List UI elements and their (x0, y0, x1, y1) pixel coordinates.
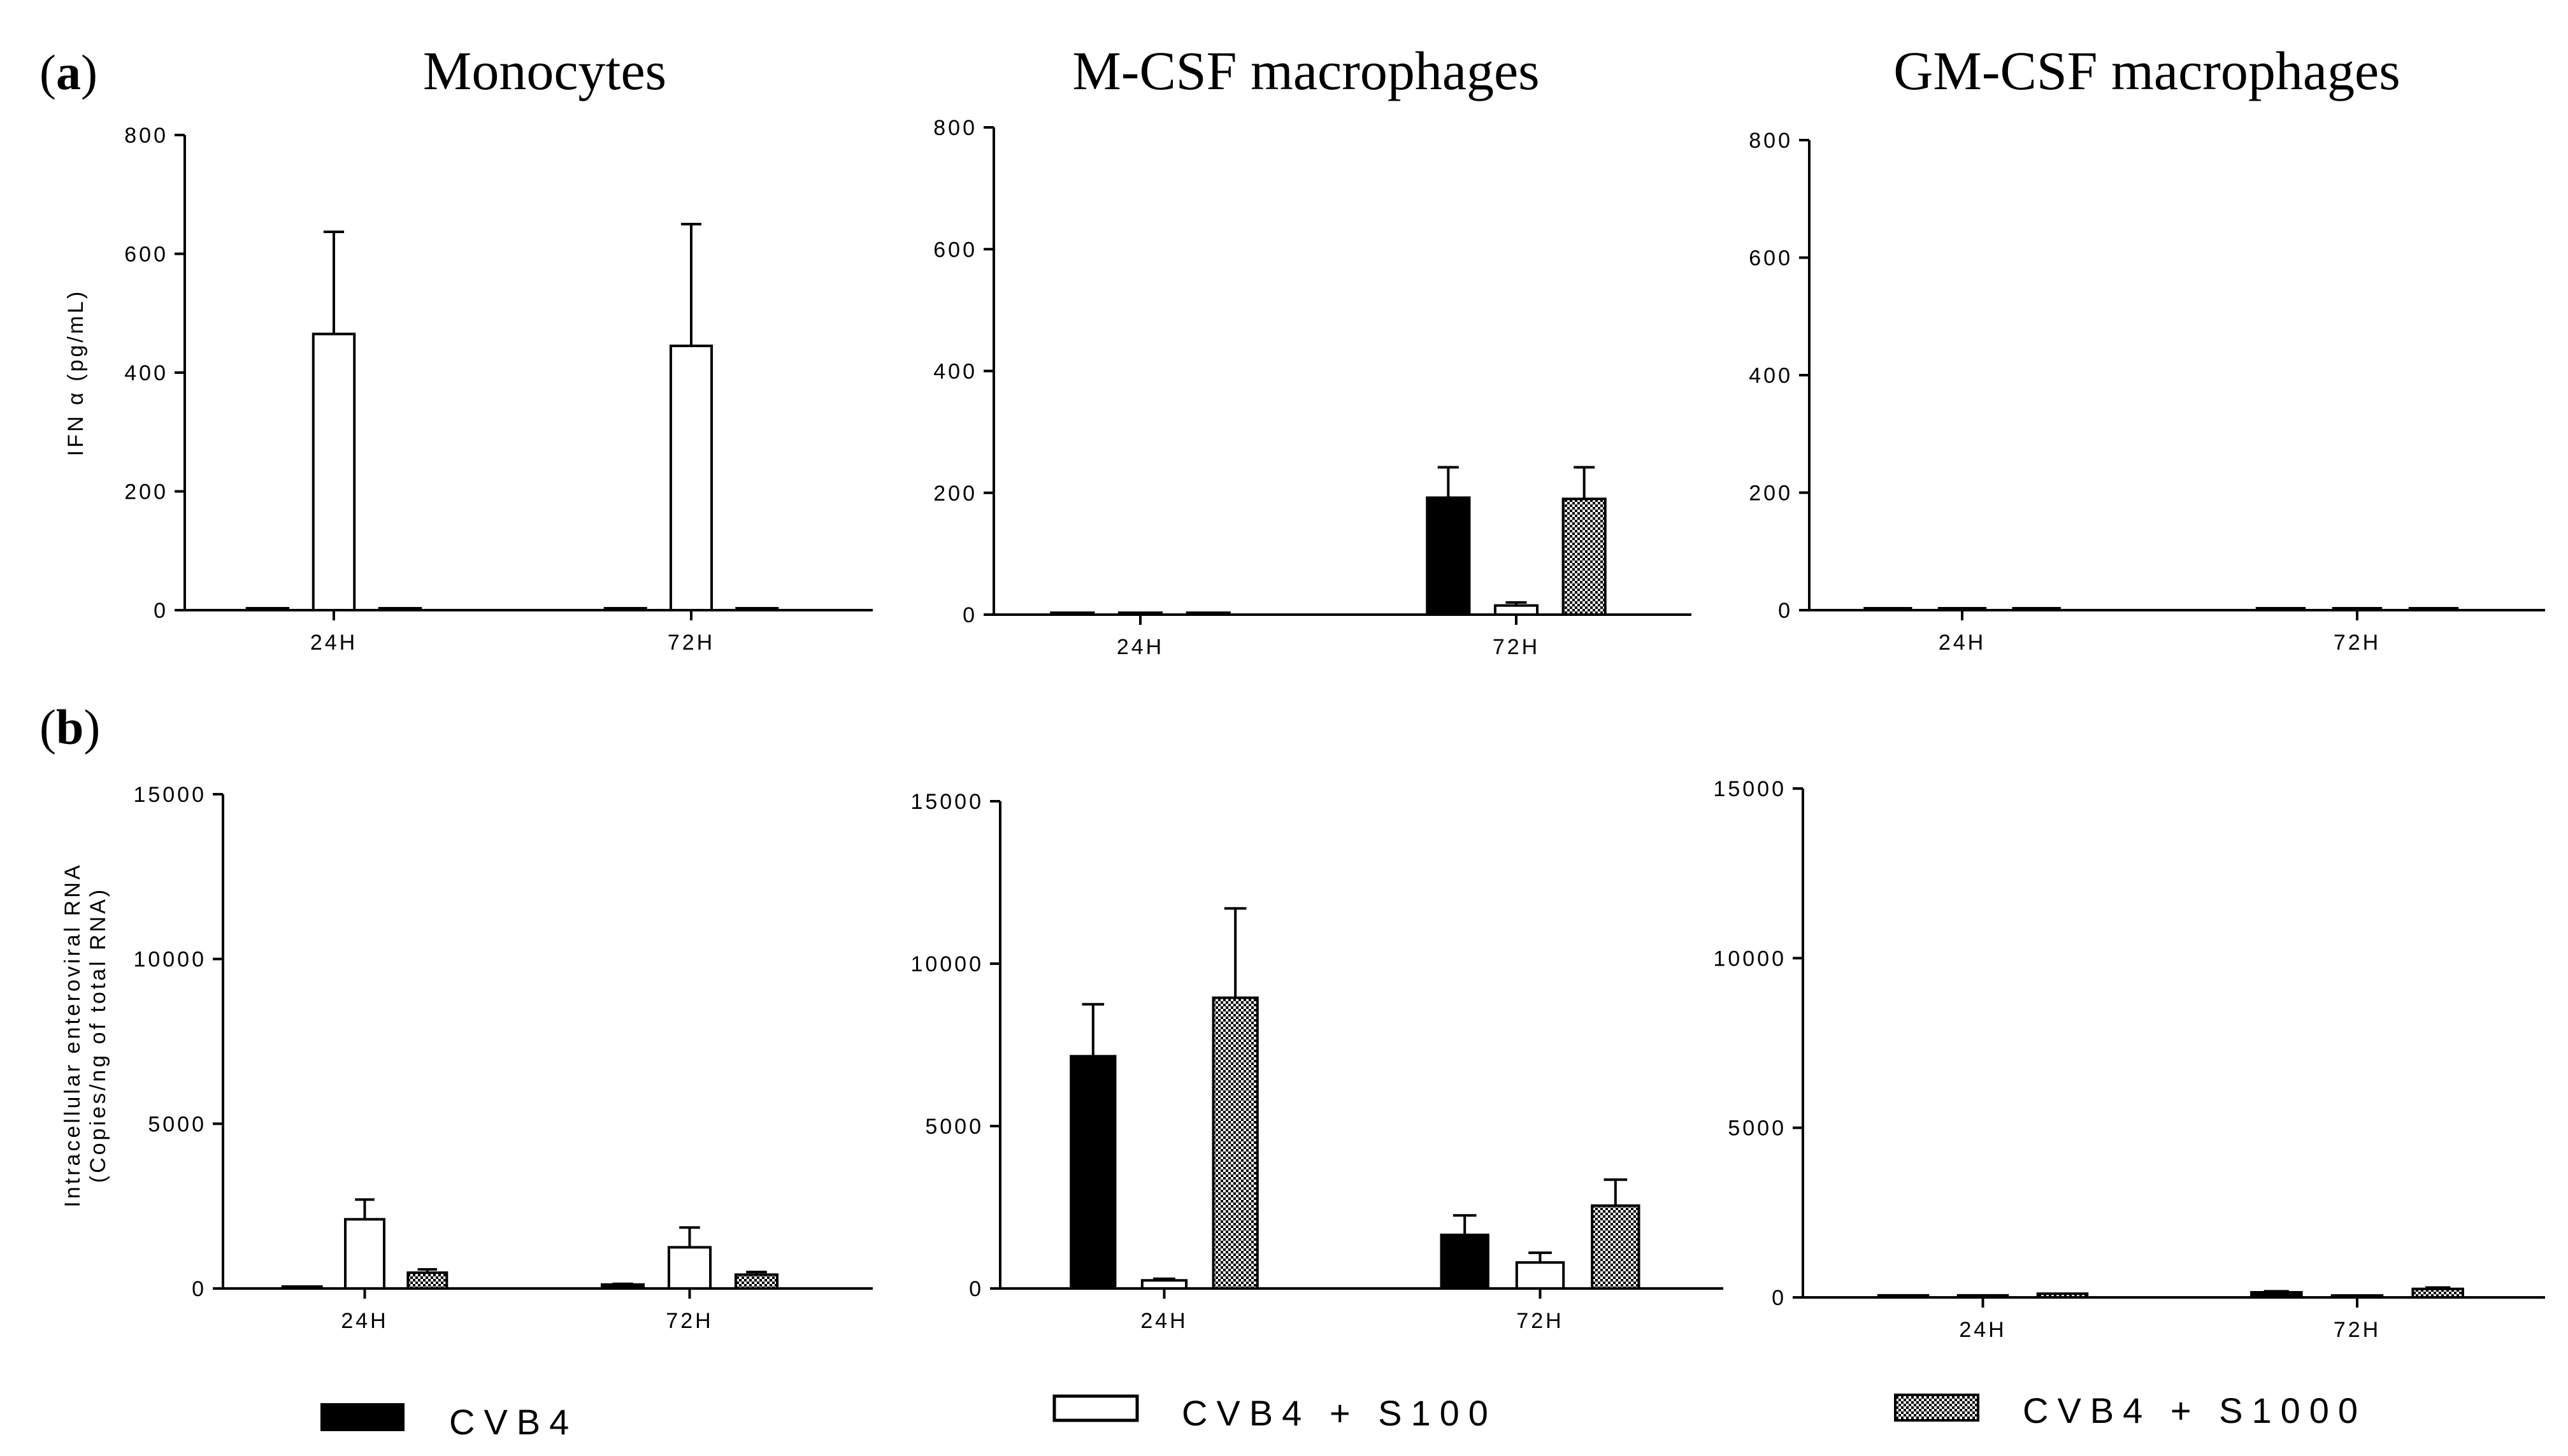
bar (669, 345, 714, 611)
x-tick-label: 24H (1939, 631, 1986, 655)
bar (1591, 1204, 1640, 1290)
x-tick-label: 24H (310, 631, 357, 655)
bar (1117, 611, 1163, 616)
bar (1956, 1294, 2009, 1299)
x-tick-label: 24H (1117, 635, 1164, 659)
x-tick-label: 72H (666, 1309, 713, 1333)
y-tick-label: 10000 (1713, 946, 1786, 971)
bar (2250, 1291, 2303, 1299)
bar (2036, 1292, 2089, 1299)
x-tick-label: 72H (2334, 1318, 2381, 1342)
bar (312, 332, 356, 611)
bar (1426, 496, 1471, 617)
chart-b-gmcsf: 0 5000 10000 15000 24H 72H (1713, 777, 2545, 1342)
bar (281, 1285, 323, 1290)
y-tick-label: 0 (963, 603, 977, 627)
y-tick-label: 5000 (148, 1112, 206, 1136)
bar (2411, 1287, 2464, 1299)
x-tick-label: 72H (1493, 635, 1540, 659)
y-tick-label: 10000 (910, 952, 984, 976)
legend: CVB4 CVB4 + S100 CVB4 + S1000 (320, 1390, 2367, 1442)
bar (1212, 996, 1259, 1290)
y-tick-label: 15000 (1713, 777, 1786, 801)
column-title-monocytes: Monocytes (423, 40, 666, 101)
bar (1070, 1055, 1117, 1290)
bar (1561, 497, 1607, 616)
y-tick-label: 400 (933, 360, 977, 384)
y-tick-label: 400 (124, 361, 168, 385)
y-tick-label: 800 (1749, 129, 1793, 153)
y-tick-label: 5000 (1728, 1117, 1786, 1141)
y-tick-label: 600 (1749, 246, 1793, 271)
bar (245, 607, 290, 611)
column-title-mcsf: M-CSF macrophages (1072, 40, 1539, 101)
y-tick-label: 10000 (133, 948, 206, 972)
bar (1440, 1233, 1489, 1290)
bar (734, 1273, 779, 1290)
bar (378, 607, 422, 611)
y-tick-label: 200 (1749, 482, 1793, 506)
y-tick-label: 0 (1772, 1286, 1786, 1310)
legend-label-cvb4: CVB4 (449, 1402, 578, 1442)
y-tick-label: 0 (192, 1277, 206, 1301)
bar (1863, 607, 1912, 611)
column-title-gmcsf: GM-CSF macrophages (1893, 40, 2400, 101)
bar (2330, 1294, 2384, 1299)
bar (2255, 607, 2306, 611)
x-tick-label: 24H (341, 1309, 388, 1333)
bar (1493, 604, 1539, 616)
y-tick-label: 800 (124, 124, 168, 148)
y-axis-label-2: (Copies/ng of total RNA) (86, 887, 110, 1183)
y-tick-label: 200 (933, 482, 977, 506)
bar (1186, 611, 1231, 616)
bar (406, 1271, 448, 1290)
y-tick-label: 0 (969, 1277, 984, 1301)
bar (344, 1218, 385, 1290)
bar (1050, 611, 1095, 616)
legend-swatch-cvb4 (320, 1403, 405, 1431)
bar (667, 1246, 712, 1290)
y-axis-label: Intracellular enteroviral RNA (61, 862, 85, 1207)
bar (1515, 1261, 1565, 1290)
x-tick-label: 72H (2334, 631, 2381, 655)
y-tick-label: 0 (1778, 599, 1793, 623)
y-tick-label: 0 (154, 599, 168, 623)
chart-b-monocytes: 0 5000 10000 15000 Intracellular enteroviral… (61, 783, 873, 1333)
chart-a-monocytes: 0 200 400 600 800 IFN α (pg/mL) 24H 72H (64, 124, 873, 655)
x-tick-label: 24H (1959, 1318, 2006, 1342)
panel-label-a: (a) (39, 45, 97, 100)
legend-swatch-cvb4-s100 (1052, 1394, 1139, 1422)
x-tick-label: 72H (1516, 1309, 1563, 1333)
bar (2408, 607, 2459, 611)
legend-swatch-cvb4-s1000 (1894, 1394, 1979, 1422)
bar (1937, 607, 1987, 611)
bar (2332, 607, 2383, 611)
bar (735, 607, 779, 611)
x-tick-label: 24H (1140, 1309, 1187, 1333)
legend-label-cvb4-s100: CVB4 + S100 (1182, 1393, 1497, 1433)
y-axis-label: IFN α (pg/mL) (64, 289, 88, 456)
x-tick-label: 72H (668, 631, 715, 655)
bar (1877, 1294, 1930, 1299)
y-tick-label: 200 (124, 480, 168, 504)
chart-a-gmcsf: 0 200 400 600 800 24H 72H (1749, 129, 2545, 655)
legend-label-cvb4-s1000: CVB4 + S1000 (2023, 1390, 2367, 1431)
bar (1140, 1279, 1188, 1290)
chart-b-mcsf: 0 5000 10000 15000 24H 72H (910, 790, 1723, 1333)
y-tick-label: 800 (933, 116, 977, 140)
y-tick-label: 600 (124, 243, 168, 267)
bar (2012, 607, 2061, 611)
y-tick-label: 600 (933, 238, 977, 262)
chart-a-mcsf: 0 200 400 600 800 24H 72H (933, 116, 1691, 659)
y-tick-label: 400 (1749, 364, 1793, 388)
y-tick-label: 15000 (133, 783, 206, 807)
bar (603, 607, 647, 611)
panel-label-b: (b) (39, 699, 100, 755)
y-tick-label: 5000 (925, 1115, 984, 1139)
y-tick-label: 15000 (910, 790, 984, 814)
